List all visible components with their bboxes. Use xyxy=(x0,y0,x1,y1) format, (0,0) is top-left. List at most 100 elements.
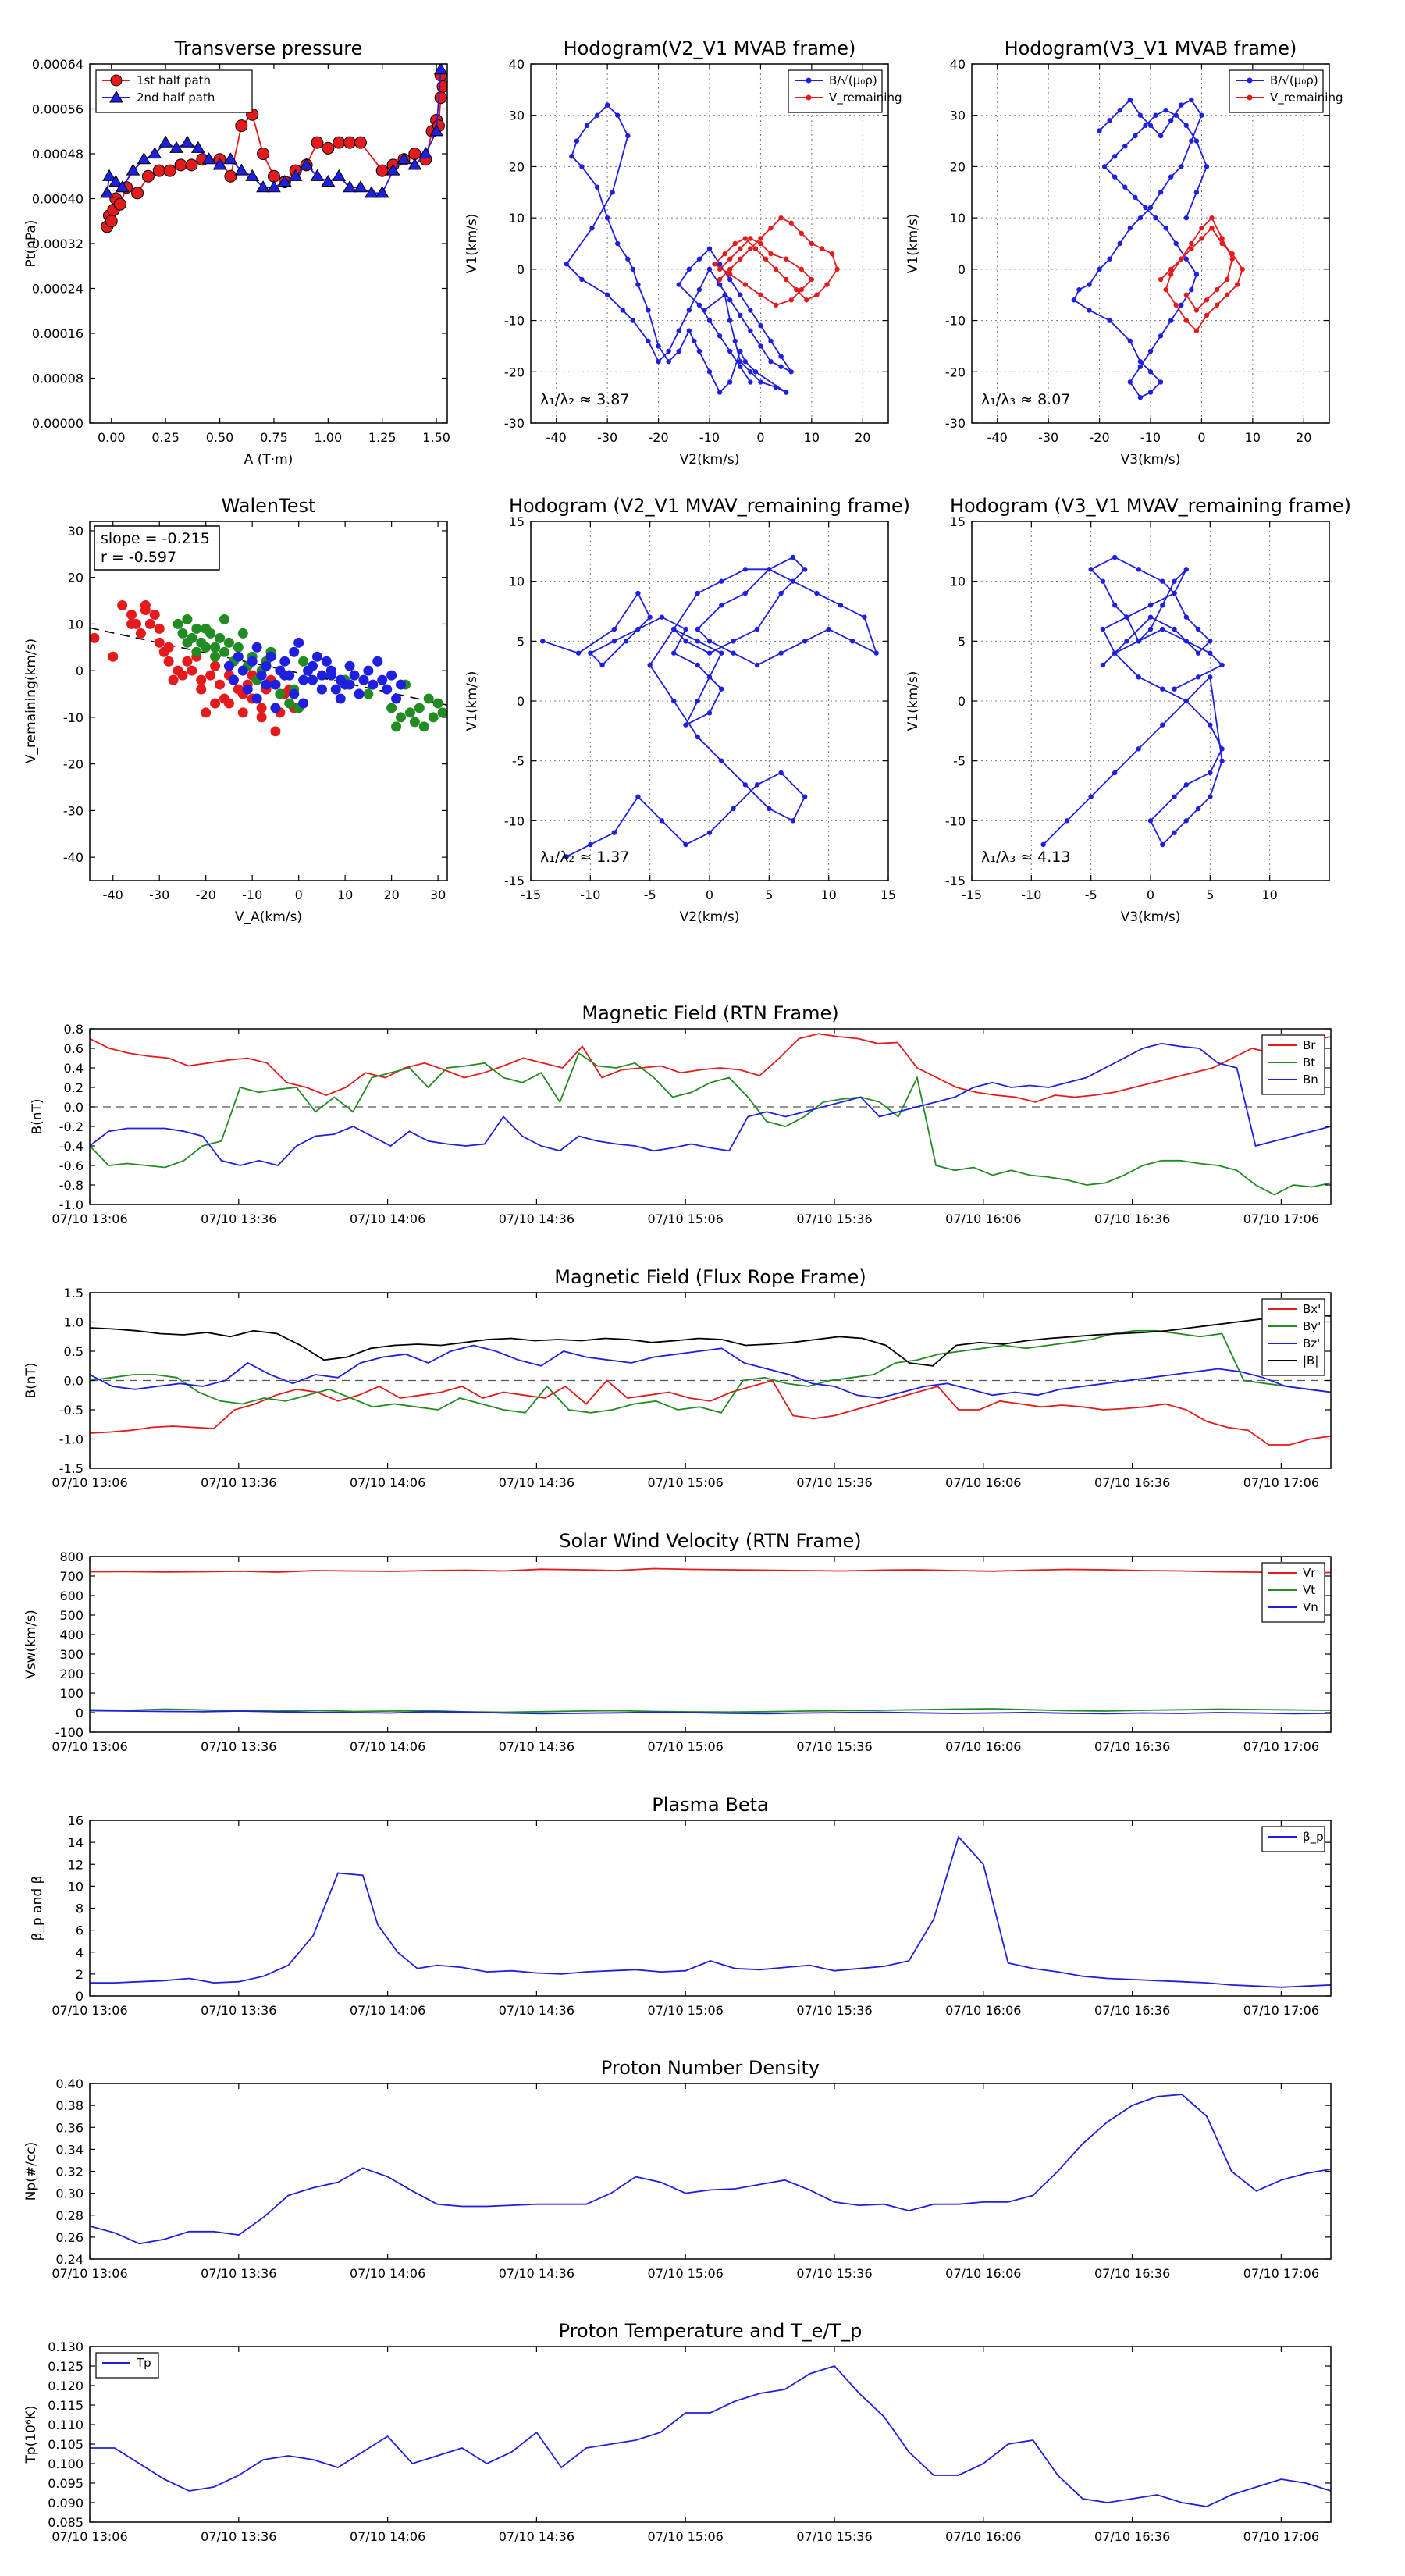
axes-frame xyxy=(89,1028,1332,1205)
y-tick-label: 20 xyxy=(950,159,966,174)
data-point xyxy=(767,806,772,812)
x-tick-label: 07/10 14:06 xyxy=(350,1475,425,1490)
x-tick-label: 10 xyxy=(804,430,820,445)
data-point xyxy=(1158,333,1164,339)
y-tick-label: 0.120 xyxy=(48,2379,84,2393)
data-point xyxy=(126,609,137,620)
chart-title: Proton Temperature and T_e/T_p xyxy=(559,2320,863,2342)
legend-label: Vt xyxy=(1303,1583,1315,1597)
data-point xyxy=(1101,164,1108,169)
data-point xyxy=(799,230,804,237)
chart-title: WalenTest xyxy=(222,495,316,517)
data-point xyxy=(363,665,374,676)
y-tick-label: -20 xyxy=(945,365,966,379)
legend-box xyxy=(1261,1298,1325,1376)
data-point xyxy=(719,603,724,608)
data-point xyxy=(215,632,226,643)
data-point xyxy=(824,282,830,287)
data-point xyxy=(386,703,397,713)
data-point xyxy=(154,623,165,634)
data-point xyxy=(752,369,759,375)
chart-tp2: 07/10 13:06 07/10 13:36 07/10 14:06 07/10 1… xyxy=(23,2320,1332,2544)
x-tick-label: 07/10 17:06 xyxy=(1243,1475,1319,1490)
data-point xyxy=(163,656,174,667)
data-point xyxy=(1183,782,1190,788)
plot-area xyxy=(1040,554,1225,848)
y-tick-label: 15 xyxy=(950,514,966,529)
data-point xyxy=(742,236,748,241)
data-point xyxy=(594,112,600,118)
y-tick-label: 0.00024 xyxy=(32,282,84,297)
data-point xyxy=(201,152,216,165)
y-tick-label: -1.0 xyxy=(59,1432,84,1447)
data-point xyxy=(738,292,743,297)
data-point xyxy=(1163,107,1168,113)
data-point xyxy=(174,158,187,172)
data-point xyxy=(408,148,422,160)
y-tick-label: -20 xyxy=(504,365,525,379)
data-point xyxy=(344,679,355,690)
x-tick-label: 07/10 14:36 xyxy=(499,1739,574,1754)
data-point xyxy=(158,135,173,148)
x-tick-label: 07/10 14:36 xyxy=(499,1475,574,1490)
data-point xyxy=(1173,240,1179,247)
data-point xyxy=(1208,639,1213,644)
y-tick-label: 10 xyxy=(509,211,525,226)
data-point xyxy=(767,567,772,572)
data-point xyxy=(646,338,651,344)
data-point xyxy=(265,651,276,662)
data-point xyxy=(1199,226,1204,231)
data-point xyxy=(1133,194,1138,201)
data-point xyxy=(321,656,332,667)
data-point xyxy=(1193,328,1200,333)
y-tick-label: 6 xyxy=(76,1923,84,1938)
data-point xyxy=(267,180,281,193)
data-point xyxy=(102,169,116,181)
chart-beta: 07/10 13:06 07/10 13:36 07/10 14:06 07/10 1… xyxy=(30,1794,1332,2018)
data-point xyxy=(778,215,784,221)
data-point xyxy=(333,136,346,149)
data-point xyxy=(396,679,407,690)
data-point xyxy=(727,297,733,303)
data-point xyxy=(1158,379,1164,385)
data-point xyxy=(790,818,796,824)
data-point xyxy=(1173,112,1179,118)
y-tick-label: -10 xyxy=(504,813,525,828)
y-tick-label: 30 xyxy=(68,524,84,539)
data-point xyxy=(1204,312,1210,318)
x-axis-label: V2(km/s) xyxy=(680,452,740,468)
data-point xyxy=(738,364,743,369)
y-tick-label: 0.125 xyxy=(48,2359,84,2374)
data-point xyxy=(1209,226,1215,231)
data-point xyxy=(1040,841,1046,848)
chart-walen: -40 -30 -20 -10 0 10 20 30 -40 -30 -20 -10 0 10 20 30 Wa… xyxy=(23,495,448,925)
y-tick-label: 2 xyxy=(76,1967,84,1982)
legend-marker xyxy=(1247,77,1253,84)
data-point xyxy=(748,246,753,251)
data-point xyxy=(1208,794,1213,799)
x-tick-label: 07/10 13:06 xyxy=(52,2529,127,2544)
y-tick-label: 0.6 xyxy=(64,1041,84,1056)
data-point xyxy=(748,369,753,375)
data-point xyxy=(1193,308,1200,313)
series-line-0 xyxy=(90,2364,1331,2507)
data-point xyxy=(778,590,784,596)
data-point xyxy=(368,679,379,690)
data-point xyxy=(604,292,610,297)
data-point xyxy=(1179,102,1184,108)
data-point xyxy=(1147,348,1154,354)
y-tick-label: 30 xyxy=(950,109,966,123)
data-point xyxy=(1168,174,1174,180)
data-point xyxy=(437,707,447,718)
data-point xyxy=(1160,626,1165,632)
data-point xyxy=(1087,282,1092,287)
x-axis-label: V_A(km/s) xyxy=(235,909,302,925)
data-point xyxy=(819,246,825,251)
y-tick-label: 0 xyxy=(76,1706,84,1720)
data-point xyxy=(182,637,193,648)
data-point xyxy=(212,158,227,170)
y-tick-label: 0.4 xyxy=(64,1061,84,1076)
x-tick-label: 07/10 17:06 xyxy=(1243,2003,1319,2018)
data-point xyxy=(1214,302,1220,308)
y-tick-label: -30 xyxy=(504,416,525,431)
